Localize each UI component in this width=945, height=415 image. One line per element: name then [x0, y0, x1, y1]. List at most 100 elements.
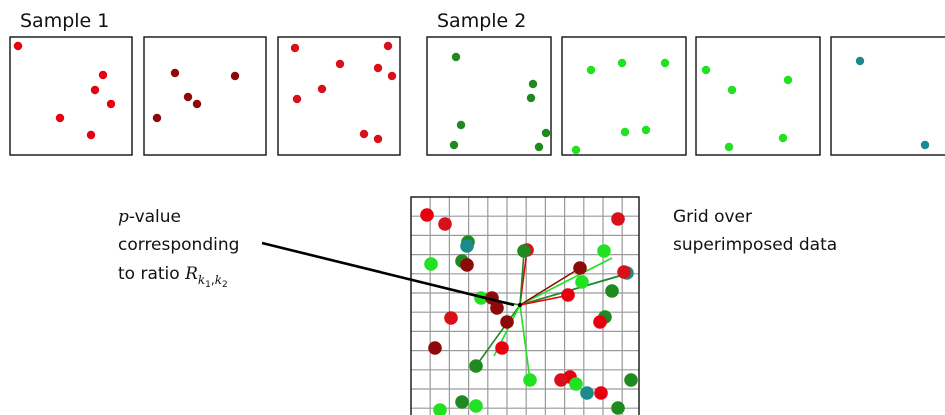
superimposed-point — [561, 288, 575, 302]
combined-grid-plot — [410, 196, 640, 415]
panel-4-point — [534, 142, 544, 152]
superimposed-point — [605, 284, 619, 298]
superimposed-point — [420, 208, 434, 222]
panel-1-point — [90, 85, 100, 95]
sample-1-label: Sample 1 — [20, 10, 109, 32]
superimposed-point — [573, 261, 587, 275]
panel-2-point — [183, 92, 193, 102]
panel-4-point — [526, 93, 536, 103]
superimposed-point — [469, 359, 483, 373]
superimposed-point — [575, 275, 589, 289]
superimposed-point — [455, 395, 469, 409]
pvalue-symbol: p — [118, 207, 129, 227]
superimposed-point — [460, 258, 474, 272]
pvalue-line-2: corresponding — [118, 235, 239, 255]
neighbour-ray — [519, 257, 613, 306]
grid-annotation: Grid over superimposed data — [673, 207, 837, 255]
panel-6-point — [701, 65, 711, 75]
neighbour-ray — [519, 251, 525, 306]
sample-panel-6 — [695, 36, 821, 156]
grid-line-2: superimposed data — [673, 235, 837, 255]
panel-5-point — [586, 65, 596, 75]
superimposed-point — [523, 373, 537, 387]
panel-3-point — [359, 129, 369, 139]
pvalue-annotation: p-value corresponding to ratio Rk1,k2 — [118, 207, 515, 307]
panel-3-point — [383, 41, 393, 51]
superimposed-point — [611, 401, 625, 415]
superimposed-point — [428, 341, 442, 355]
superimposed-point — [469, 399, 483, 413]
panel-3-point — [335, 59, 345, 69]
panel-1-point — [86, 130, 96, 140]
panel-4-point — [541, 128, 551, 138]
panel-5-point — [641, 125, 651, 135]
panel-7-point — [920, 140, 930, 150]
neighbour-ray — [519, 304, 531, 381]
panel-5-point — [660, 58, 670, 68]
panel-2-point — [230, 71, 240, 81]
superimposed-point — [554, 373, 568, 387]
panel-6-point — [727, 85, 737, 95]
superimposed-point — [624, 373, 638, 387]
superimposed-point — [424, 257, 438, 271]
panel-3-point — [292, 94, 302, 104]
sample-panel-2 — [143, 36, 267, 156]
pvalue-word: -value — [129, 207, 181, 227]
panel-3-point — [373, 63, 383, 73]
neighbour-ray — [519, 272, 631, 306]
neighbour-ray — [475, 304, 521, 367]
ratio-subscript-comma: , — [211, 273, 215, 287]
panel-7-point — [855, 56, 865, 66]
panel-2-point — [170, 68, 180, 78]
pvalue-line-1: p-value — [118, 207, 181, 227]
panel-1-point — [106, 99, 116, 109]
sample-panels — [9, 36, 945, 156]
grid-border — [410, 196, 640, 415]
superimposed-point — [438, 217, 452, 231]
panel-4-point — [528, 79, 538, 89]
grid-line-1: Grid over — [673, 207, 752, 227]
superimposed-point — [517, 244, 531, 258]
panel-3-point — [317, 84, 327, 94]
superimposed-point — [495, 341, 509, 355]
ratio-subscript-k2: k — [215, 273, 222, 287]
sample-panel-1 — [9, 36, 133, 156]
superimposed-point — [580, 386, 594, 400]
ratio-symbol: R — [184, 264, 198, 284]
superimposed-point — [594, 386, 608, 400]
superimposed-point — [593, 315, 607, 329]
superimposed-point — [460, 239, 474, 253]
panel-3-point — [290, 43, 300, 53]
superimposed-point — [433, 403, 447, 415]
panel-3-point — [387, 71, 397, 81]
panel-1-point — [13, 41, 23, 51]
panel-6-point — [724, 142, 734, 152]
sample-panel-7 — [830, 36, 945, 156]
superimposed-point — [597, 244, 611, 258]
ratio-subscript-k1: k — [198, 273, 205, 287]
pvalue-pointer-line — [261, 241, 515, 307]
panel-5-point — [620, 127, 630, 137]
ratio-subscript-1: 1 — [205, 280, 211, 290]
panel-2-point — [152, 113, 162, 123]
panel-4-point — [456, 120, 466, 130]
neighbour-ray — [519, 267, 581, 306]
panel-2-point — [192, 99, 202, 109]
superimposed-point — [500, 315, 514, 329]
panel-6-point — [783, 75, 793, 85]
pvalue-ratio-text: to ratio — [118, 264, 185, 284]
pvalue-line-3: to ratio Rk1,k2 — [118, 264, 228, 290]
sample-2-label: Sample 2 — [437, 10, 526, 32]
panel-1-point — [55, 113, 65, 123]
sample-panel-5 — [561, 36, 687, 156]
panel-4-point — [449, 140, 459, 150]
superimposed-point — [611, 212, 625, 226]
panel-3-point — [373, 134, 383, 144]
panel-1-point — [98, 70, 108, 80]
superimposed-point — [569, 377, 583, 391]
ratio-subscript-2: 2 — [222, 280, 228, 290]
superimposed-point — [490, 301, 504, 315]
panel-6-point — [778, 133, 788, 143]
panel-5-point — [617, 58, 627, 68]
